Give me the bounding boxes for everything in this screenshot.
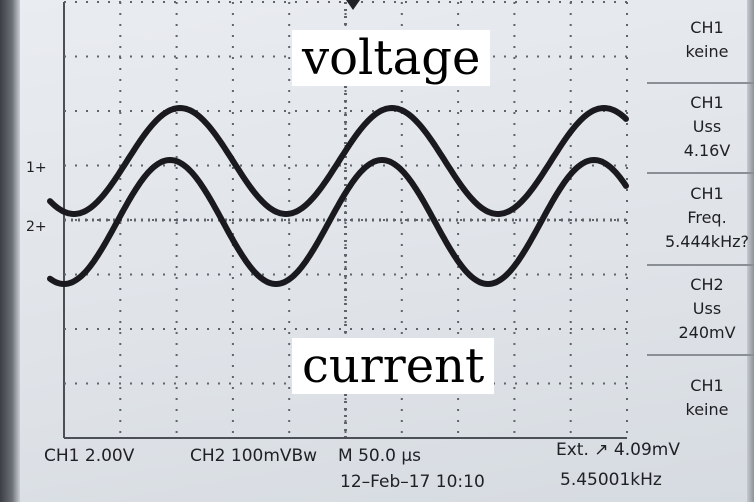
ch2-scale-readout: CH2 100mVBw [190,446,318,466]
date-time-readout: 12–Feb–17 10:10 [340,472,485,492]
voltage-trace [47,104,629,218]
menu-item-source: CH1 [690,376,724,395]
menu-item-source: CH2 [690,275,724,294]
menu-item-ch2-pkpk[interactable]: CH2 Uss 240mV [647,266,754,352]
bezel-left [0,0,20,502]
bezel-right [747,0,754,502]
menu-divider [647,82,754,84]
ch2-ground-marker: 2+ [26,219,47,235]
menu-item-value: 5.444kHz? [665,232,749,251]
triangle-down-icon [346,0,360,10]
menu-item-source: CH1 [690,18,724,37]
menu-divider [647,264,754,266]
menu-item-ch1-none-2[interactable]: CH1 keine [647,356,754,440]
menu-item-ch1-pkpk[interactable]: CH1 Uss 4.16V [647,84,754,170]
menu-divider [647,354,754,356]
menu-item-source: CH1 [690,184,724,203]
ch1-ground-marker: 1+ [26,160,47,176]
menu-item-type: Freq. [687,208,727,227]
ch1-scale-readout: CH1 2.00V [44,446,135,466]
menu-item-type: keine [685,400,729,419]
trigger-readout: Ext. ↗ 4.09mV [556,440,680,460]
timebase-readout: M 50.0 µs [338,446,421,466]
menu-item-ch1-frequency[interactable]: CH1 Freq. 5.444kHz? [647,174,754,262]
current-trace [47,156,629,288]
menu-divider [647,172,754,174]
trigger-frequency-readout: 5.45001kHz [560,470,662,490]
menu-item-ch1-none[interactable]: CH1 keine [647,0,754,80]
menu-item-value: 4.16V [683,141,731,160]
current-label: current [292,338,495,394]
menu-item-type: keine [685,42,729,61]
menu-item-type: Uss [692,299,722,318]
menu-item-value: 240mV [678,323,736,342]
menu-item-type: Uss [692,117,722,136]
waveform-traces [47,104,629,288]
menu-item-source: CH1 [690,93,724,112]
measurement-menu: CH1 keine CH1 Uss 4.16V CH1 Freq. 5.444k… [647,0,754,440]
voltage-label: voltage [292,30,491,86]
oscilloscope-screen: 1+ 2+ voltage current CH1 keine CH1 Uss … [20,0,754,502]
